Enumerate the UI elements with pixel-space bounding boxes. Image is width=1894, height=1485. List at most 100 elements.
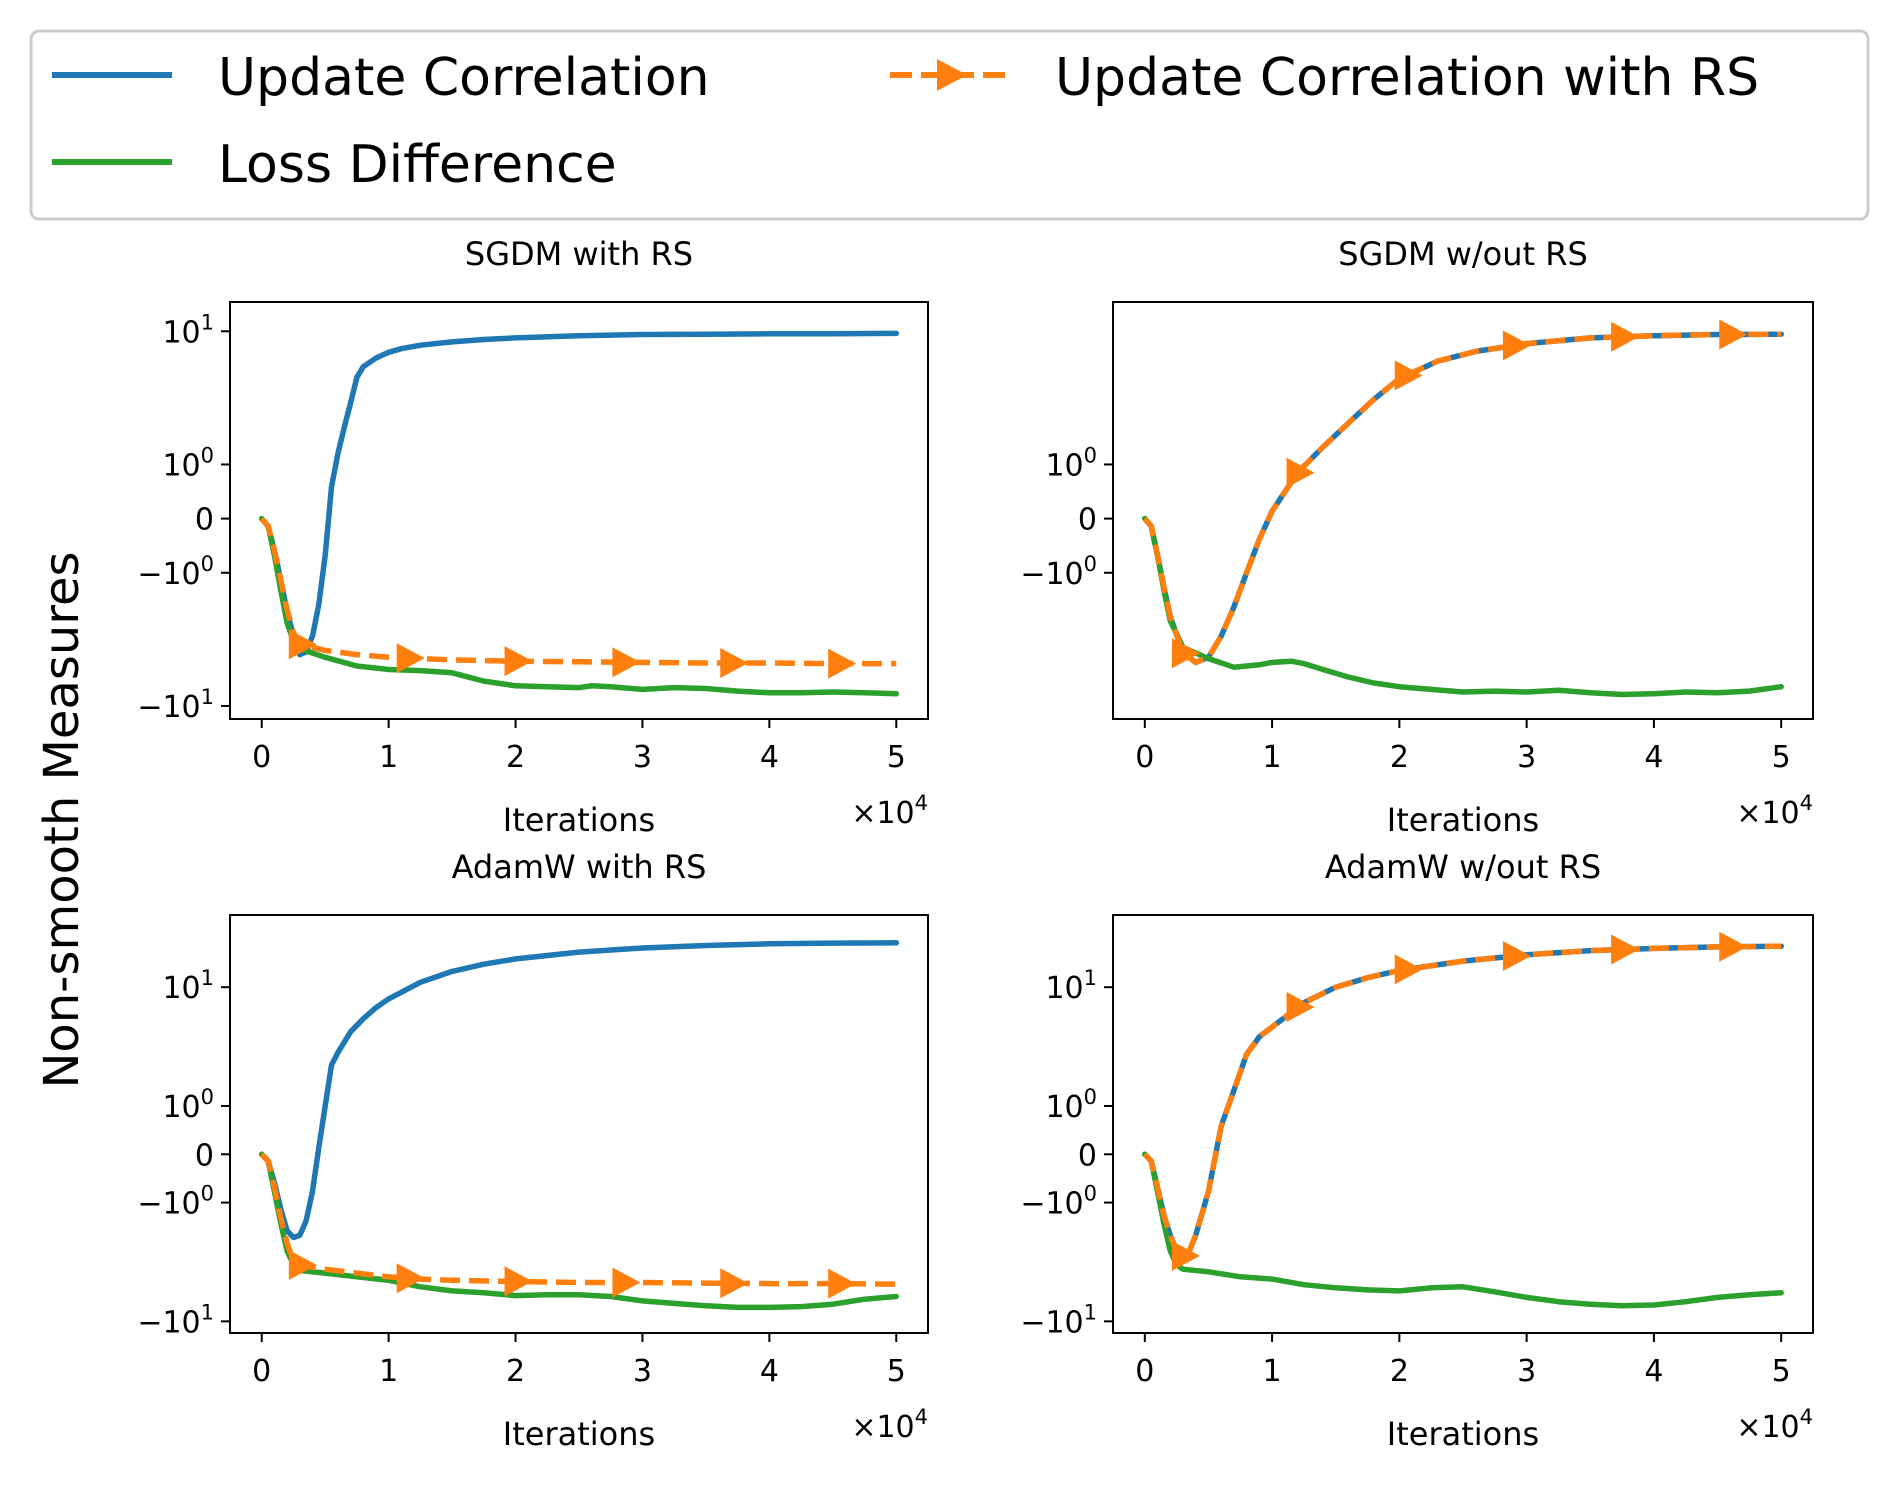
series-line-update-correlation (1142, 331, 1784, 666)
y-tick-label: 101 (162, 310, 214, 350)
y-tick-label: 100 (1045, 1085, 1097, 1125)
plot-area (1142, 931, 1784, 1309)
axes-frame (229, 914, 929, 1334)
y-tick-label: 100 (162, 1085, 214, 1125)
x-tick-label: 2 (1390, 1354, 1409, 1389)
y-tick-label: 0 (195, 503, 214, 538)
subplot-title: SGDM w/out RS (1338, 235, 1588, 273)
triangle-marker (1286, 991, 1315, 1022)
series-line-loss-difference (258, 515, 900, 697)
series-line-update-correlation-with-rs (1142, 331, 1782, 666)
x-tick-label: 0 (1135, 740, 1154, 775)
triangle-marker (720, 1268, 749, 1299)
y-tick-label: −101 (137, 1300, 214, 1340)
triangle-marker (1611, 934, 1640, 965)
x-tick-label: 0 (1135, 1354, 1154, 1389)
triangle-marker (1172, 1240, 1200, 1271)
x-tick-label: 3 (633, 1354, 652, 1389)
axes-frame (1112, 301, 1814, 720)
series-line-update-correlation (258, 330, 900, 658)
triangle-marker (1394, 360, 1423, 391)
x-tick-label: 4 (1644, 1354, 1663, 1389)
legend: Update Correlation Update Correlation wi… (29, 29, 1870, 221)
y-tick-label: 101 (162, 966, 214, 1006)
x-tick-label: 0 (252, 740, 271, 775)
subplot-title: AdamW with RS (452, 848, 707, 886)
series-line-loss-difference (1142, 515, 1784, 698)
series-line-update-correlation-with-rs (1142, 943, 1782, 1259)
triangle-marker (288, 1250, 317, 1281)
plot-area (258, 330, 900, 697)
x-axis-label: Iterations (1387, 1415, 1539, 1453)
x-tick-label: 4 (1644, 740, 1663, 775)
triangle-marker (504, 646, 533, 677)
triangle-marker (828, 648, 857, 679)
x-tick-label: 3 (1517, 740, 1536, 775)
x-tick-label: 1 (379, 1354, 398, 1389)
x-tick-label: 5 (1772, 1354, 1791, 1389)
triangle-marker (828, 1268, 857, 1299)
x-multiplier-label: ×104 (1736, 791, 1813, 831)
axes-frame (1112, 914, 1814, 1334)
x-tick-label: 5 (887, 1354, 906, 1389)
x-axis-label: Iterations (503, 801, 655, 839)
x-multiplier-label: ×104 (851, 791, 928, 831)
y-tick-label: −100 (137, 552, 214, 592)
x-tick-label: 4 (760, 1354, 779, 1389)
x-tick-label: 5 (1772, 740, 1791, 775)
subplot-title: AdamW w/out RS (1325, 848, 1601, 886)
triangle-marker (1286, 457, 1315, 488)
y-tick-label: −101 (137, 685, 214, 725)
triangle-marker (1611, 321, 1640, 352)
triangle-marker (1502, 941, 1531, 972)
legend-label-update-correlation-rs: Update Correlation with RS (1055, 48, 1759, 108)
x-axis-label: Iterations (503, 1415, 655, 1453)
triangle-marker (1502, 330, 1531, 361)
x-tick-label: 2 (506, 740, 525, 775)
y-tick-label: −101 (1020, 1300, 1097, 1340)
x-axis-label: Iterations (1387, 801, 1539, 839)
x-tick-label: 0 (252, 1354, 271, 1389)
x-tick-label: 5 (887, 740, 906, 775)
series-line-update-correlation-with-rs (259, 516, 897, 667)
y-tick-label: 0 (1078, 1138, 1097, 1173)
x-tick-label: 3 (633, 740, 652, 775)
x-tick-label: 4 (760, 740, 779, 775)
triangle-marker (1394, 954, 1423, 985)
triangle-marker (1172, 638, 1200, 669)
triangle-marker (396, 1263, 425, 1294)
x-tick-label: 2 (506, 1354, 525, 1389)
legend-label-loss-difference: Loss Difference (218, 135, 617, 195)
x-multiplier-label: ×104 (1736, 1405, 1813, 1445)
triangle-marker (396, 643, 425, 674)
x-tick-label: 1 (1263, 1354, 1282, 1389)
axes-frame (229, 301, 929, 720)
triangle-marker (612, 647, 641, 678)
y-tick-label: −100 (1020, 1182, 1097, 1222)
series-line-update-correlation (1142, 943, 1784, 1259)
triangle-marker (504, 1266, 533, 1297)
y-tick-label: 0 (195, 1138, 214, 1173)
y-tick-label: 100 (162, 443, 214, 483)
triangle-marker (1719, 319, 1748, 350)
plot-area (1142, 319, 1784, 698)
legend-frame (29, 29, 1870, 221)
series-line-update-correlation (258, 940, 900, 1241)
plot-area (258, 940, 900, 1311)
triangle-marker (1719, 931, 1748, 962)
legend-label-update-correlation: Update Correlation (218, 48, 710, 108)
triangle-marker (612, 1267, 641, 1298)
y-tick-label: −100 (137, 1182, 214, 1222)
x-tick-label: 3 (1517, 1354, 1536, 1389)
legend-marker-triangle-icon (937, 59, 967, 91)
subplot-adamw-with-rs: AdamW with RS 0 1 2 3 4 5 101 100 0 −100 −101 Iterat… (137, 848, 929, 1453)
subplot-sgdm-with-rs: SGDM with RS 0 1 2 3 4 5 101 100 0 −100 −101 Iterati… (137, 235, 929, 839)
y-tick-label: 100 (1045, 443, 1097, 483)
x-tick-label: 2 (1390, 740, 1409, 775)
triangle-marker (720, 648, 749, 679)
x-tick-label: 1 (379, 740, 398, 775)
y-tick-label: −100 (1020, 552, 1097, 592)
y-tick-label: 0 (1078, 503, 1097, 538)
triangle-marker (288, 629, 317, 660)
